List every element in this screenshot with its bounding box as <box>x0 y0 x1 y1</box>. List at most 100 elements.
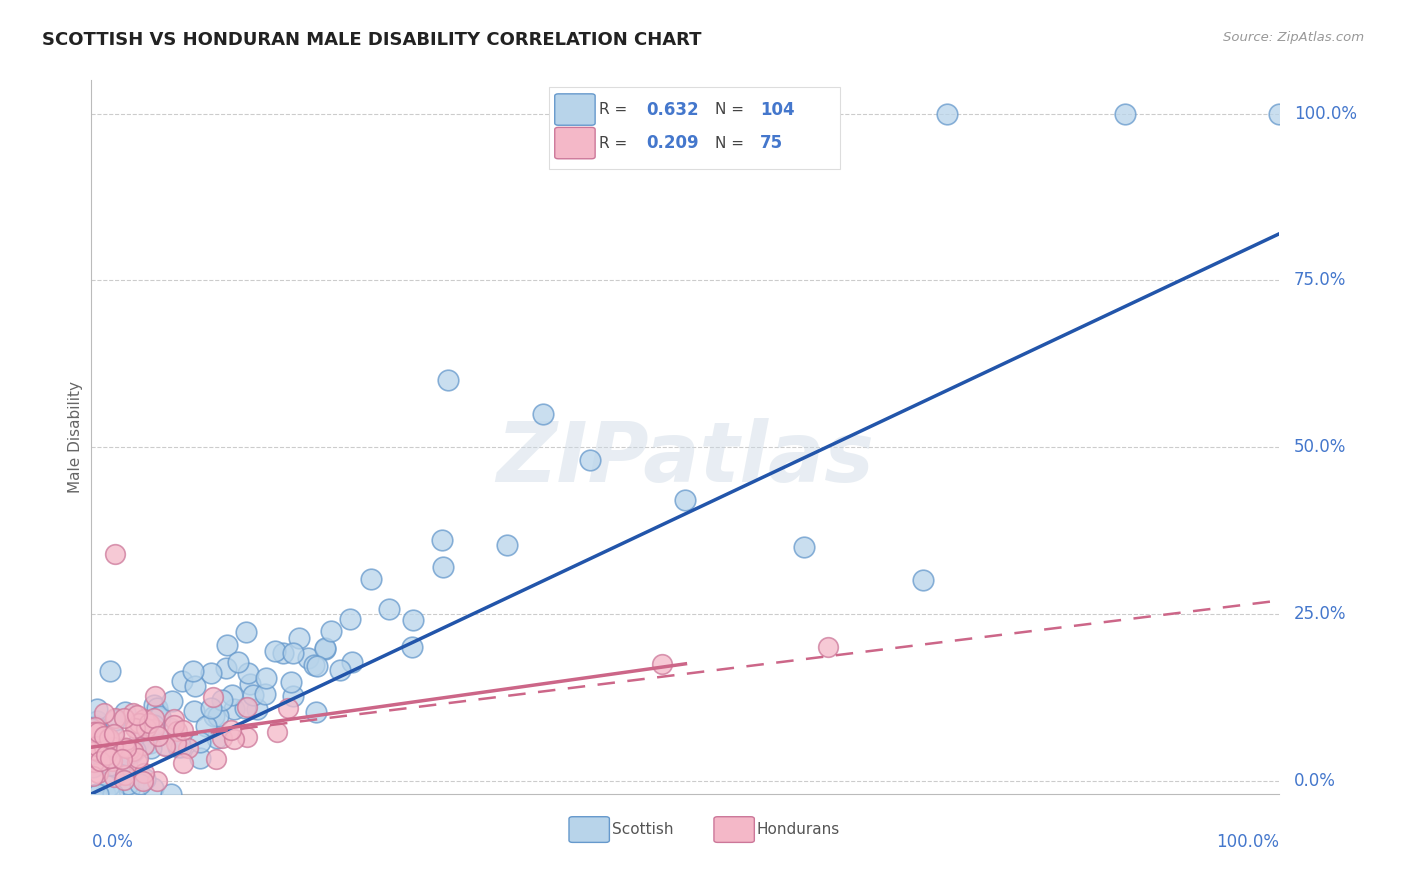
Point <box>287 632 309 646</box>
Text: R =: R = <box>599 136 627 151</box>
Point <box>124 716 146 731</box>
Point <box>211 731 233 745</box>
Point <box>83 724 105 739</box>
Point <box>82 732 104 747</box>
Y-axis label: Male Disability: Male Disability <box>67 381 83 493</box>
Point <box>143 717 166 731</box>
Point <box>205 752 228 766</box>
Text: N =: N = <box>716 102 744 117</box>
Point <box>84 743 107 757</box>
Point <box>817 640 839 655</box>
Point <box>166 724 188 739</box>
Point <box>83 736 105 750</box>
Point <box>98 731 121 746</box>
Point <box>297 651 319 665</box>
Point <box>172 756 194 771</box>
Point <box>141 718 163 732</box>
Point <box>202 690 225 704</box>
Point <box>146 710 169 724</box>
Point <box>97 732 120 747</box>
Point <box>143 711 166 725</box>
Point <box>305 705 328 719</box>
Point <box>142 722 165 736</box>
Point <box>145 729 167 743</box>
Point <box>155 738 177 752</box>
Point <box>125 721 148 735</box>
Point <box>98 780 121 794</box>
Point <box>127 708 149 723</box>
Point <box>84 720 107 734</box>
Point <box>121 746 143 760</box>
Point <box>114 768 136 782</box>
Point <box>314 641 336 656</box>
Point <box>200 701 222 715</box>
Point <box>246 702 269 716</box>
Point <box>108 763 131 777</box>
Point <box>96 748 118 763</box>
Point <box>120 742 142 756</box>
Point <box>165 736 187 750</box>
Point <box>277 701 299 715</box>
Point <box>93 739 115 754</box>
Point <box>93 730 115 744</box>
Point <box>214 661 236 675</box>
Point <box>184 679 207 693</box>
Point <box>128 716 150 731</box>
Point <box>101 754 124 768</box>
Point <box>87 750 110 764</box>
Point <box>93 706 115 720</box>
Point <box>136 723 159 737</box>
Point <box>911 574 934 588</box>
Point <box>235 730 257 744</box>
Point <box>188 734 211 748</box>
Text: 0.0%: 0.0% <box>91 833 134 851</box>
Point <box>162 694 184 708</box>
Point <box>183 704 205 718</box>
Point <box>131 724 153 739</box>
Point <box>114 705 136 719</box>
Text: 0.0%: 0.0% <box>1294 772 1336 789</box>
Point <box>104 713 127 727</box>
Point <box>89 755 111 769</box>
Point <box>134 766 156 780</box>
Point <box>321 624 343 638</box>
Point <box>263 644 285 658</box>
Point <box>115 740 138 755</box>
Point <box>163 712 186 726</box>
Point <box>329 664 352 678</box>
FancyBboxPatch shape <box>569 817 609 842</box>
Point <box>84 719 107 733</box>
Point <box>163 717 186 731</box>
Text: 0.209: 0.209 <box>647 134 699 152</box>
Point <box>111 752 134 766</box>
Point <box>183 665 205 679</box>
Point <box>117 782 139 797</box>
Point <box>217 638 239 652</box>
Point <box>271 646 294 660</box>
Point <box>432 560 454 574</box>
Point <box>86 702 108 716</box>
Text: 100.0%: 100.0% <box>1216 833 1279 851</box>
Point <box>103 770 125 784</box>
Point <box>233 700 256 714</box>
Point <box>579 453 602 467</box>
Text: Hondurans: Hondurans <box>756 822 839 837</box>
Point <box>378 602 401 616</box>
Point <box>430 533 453 547</box>
Point <box>101 740 124 755</box>
Point <box>84 725 107 739</box>
Point <box>132 712 155 726</box>
FancyBboxPatch shape <box>555 94 595 125</box>
Point <box>401 640 423 654</box>
Text: SCOTTISH VS HONDURAN MALE DISABILITY CORRELATION CHART: SCOTTISH VS HONDURAN MALE DISABILITY COR… <box>42 31 702 49</box>
Point <box>360 572 382 586</box>
Point <box>254 671 277 685</box>
Point <box>112 711 135 725</box>
Point <box>402 613 425 627</box>
Point <box>224 732 246 747</box>
Point <box>188 750 211 764</box>
Point <box>221 688 243 702</box>
Point <box>112 739 135 754</box>
Point <box>253 687 276 701</box>
Point <box>129 777 152 791</box>
